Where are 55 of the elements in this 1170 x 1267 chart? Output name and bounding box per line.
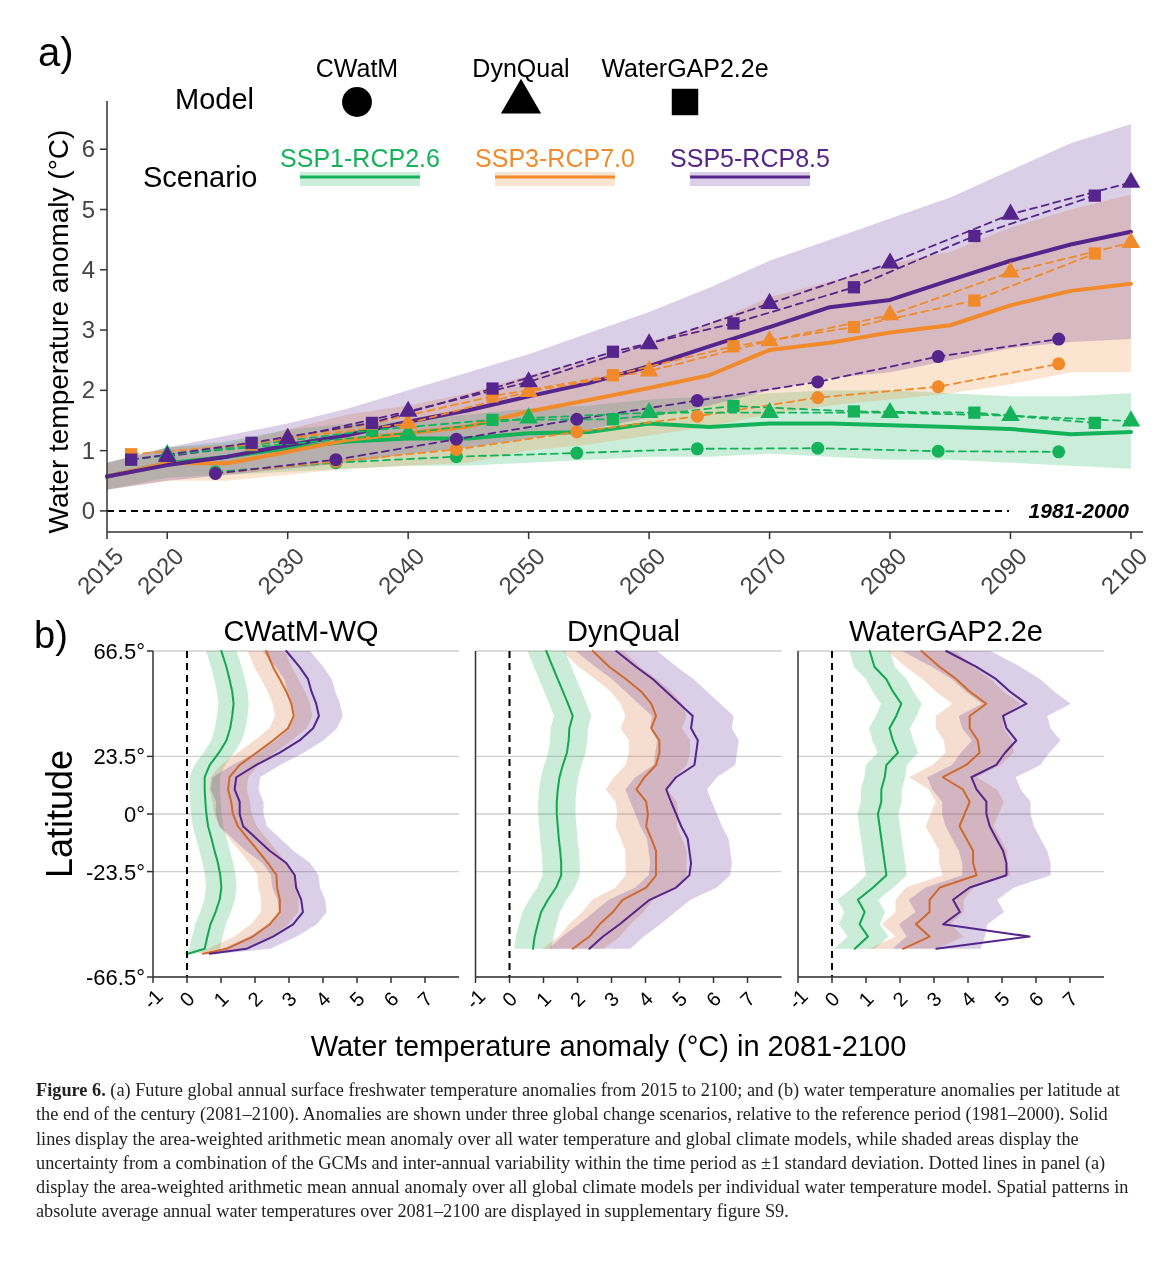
y-tick-label: -23.5° (86, 859, 145, 885)
x-axis-title: Water temperature anomaly (°C) in 2081-2100 (310, 1030, 907, 1062)
x-tick-label: 7 (1058, 987, 1082, 1011)
text: b) (34, 614, 68, 656)
x-tick-label: 4 (956, 987, 980, 1011)
x-tick-label: 2 (243, 987, 267, 1011)
chart-title: WaterGAP2.2e (849, 615, 1043, 647)
x-tick-label: 7 (735, 987, 760, 1011)
x-tick-label: 2 (888, 987, 912, 1011)
chart-title: DynQual (567, 615, 680, 647)
x-tick-label: 3 (599, 987, 624, 1011)
x-tick-label: 3 (277, 987, 301, 1011)
x-tick-label: 6 (701, 987, 726, 1011)
text: a) (38, 30, 74, 74)
text: SSP1-RCP2.6 (280, 144, 440, 172)
x-tick-label: 7 (413, 987, 437, 1011)
y-tick-label: 0 (81, 496, 95, 524)
y-tick-label: 3 (81, 316, 95, 344)
y-tick-label: 23.5° (93, 744, 145, 770)
text: SSP3-RCP7.0 (475, 144, 635, 172)
caption: Figure 6. (36, 1080, 106, 1100)
x-tick-label: 0 (497, 987, 522, 1011)
text: CWatM (315, 54, 399, 82)
text: DynQual (472, 54, 570, 82)
x-tick-label: 5 (667, 987, 692, 1011)
x-tick-label: 6 (1024, 987, 1048, 1011)
x-tick-label: 4 (311, 987, 335, 1011)
x-tick-label: 0 (175, 987, 199, 1011)
y-tick-label: 1 (81, 436, 95, 464)
y-axis-title: Latitude (39, 749, 80, 879)
x-tick-label: -1 (461, 984, 490, 1014)
x-tick-label: 6 (379, 987, 403, 1011)
x-tick-label: 1 (209, 987, 233, 1011)
y-tick-label: 6 (81, 135, 95, 163)
x-tick-label: 1 (531, 987, 556, 1011)
text: WaterGAP2.2e (601, 54, 769, 82)
chart-title: CWatM-WQ (223, 615, 379, 647)
y-axis-title: Water temperature anomaly (°C) (43, 129, 74, 534)
x-tick-label: -1 (783, 984, 813, 1014)
annotation: Scenario (143, 161, 258, 193)
y-tick-label: 66.5° (93, 639, 145, 664)
annotation: Model (175, 83, 254, 115)
annotation: 1981-2000 (1028, 498, 1130, 522)
y-tick-label: 5 (81, 195, 95, 223)
y-tick-label: 0° (123, 802, 145, 827)
x-tick-label: 4 (633, 987, 658, 1011)
text: SSP5-RCP8.5 (670, 144, 830, 172)
x-tick-label: 3 (922, 987, 946, 1011)
x-tick-label: 0 (820, 987, 844, 1011)
x-tick-label: 1 (854, 987, 878, 1011)
x-tick-label: 5 (345, 987, 369, 1011)
x-tick-label: 5 (990, 987, 1014, 1011)
x-tick-label: 2 (565, 987, 590, 1011)
y-tick-label: 4 (81, 255, 95, 283)
y-tick-label: 2 (81, 376, 95, 404)
